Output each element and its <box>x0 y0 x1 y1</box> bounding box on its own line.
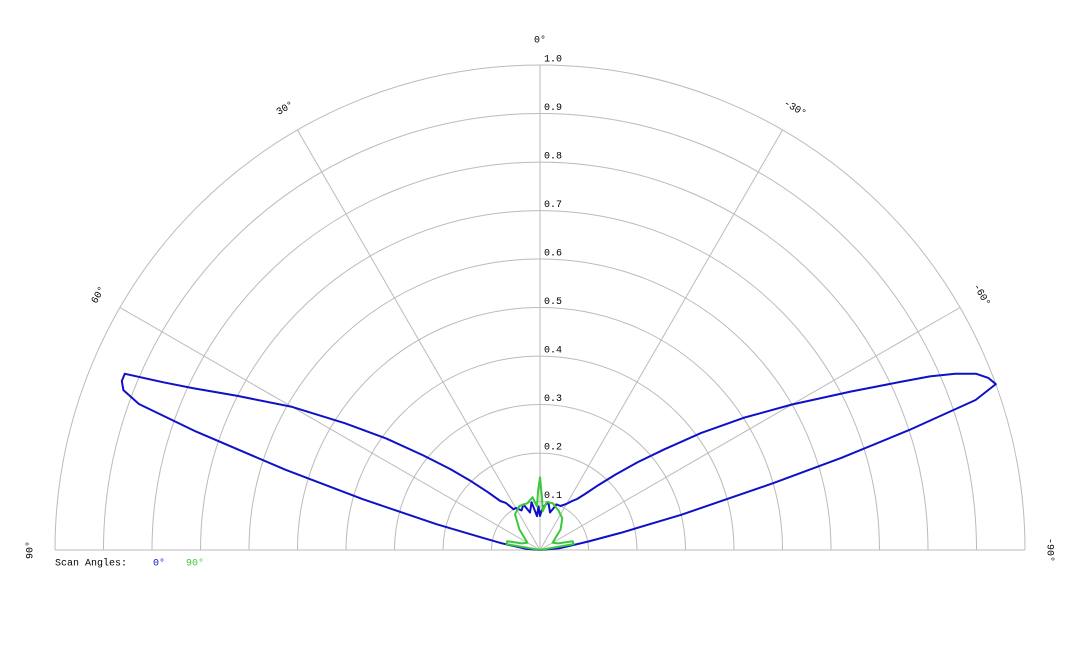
r-tick-label: 0.8 <box>544 152 562 163</box>
series-line <box>505 476 575 551</box>
r-tick-label: 0.6 <box>544 249 562 260</box>
r-tick-label: 0.3 <box>544 394 562 405</box>
r-tick-label: 0.9 <box>544 103 562 114</box>
r-tick-label: 0.7 <box>544 200 562 211</box>
r-tick-label: 0.1 <box>544 491 562 502</box>
series-line <box>120 372 997 551</box>
legend-entry: 0° <box>153 558 165 570</box>
theta-tick-label: -30° <box>781 98 808 120</box>
legend-title: Scan Angles: <box>55 558 127 570</box>
grid-spoke <box>297 129 541 551</box>
grid-spoke <box>539 307 961 551</box>
r-tick-label: 0.5 <box>544 297 562 308</box>
legend-entry: 90° <box>186 558 204 570</box>
r-tick-label: 0.2 <box>544 443 562 454</box>
grid-spoke <box>119 307 541 551</box>
grid-spoke <box>539 129 783 551</box>
theta-tick-label: 90° <box>25 541 37 559</box>
theta-tick-label: 60° <box>89 285 108 307</box>
theta-tick-label: 30° <box>275 99 297 118</box>
r-tick-label: 1.0 <box>544 55 562 66</box>
r-tick-label: 0.4 <box>544 346 562 357</box>
theta-tick-label: -60° <box>970 282 992 309</box>
theta-tick-label: -90° <box>1043 538 1055 562</box>
theta-tick-label: 0° <box>534 35 546 47</box>
